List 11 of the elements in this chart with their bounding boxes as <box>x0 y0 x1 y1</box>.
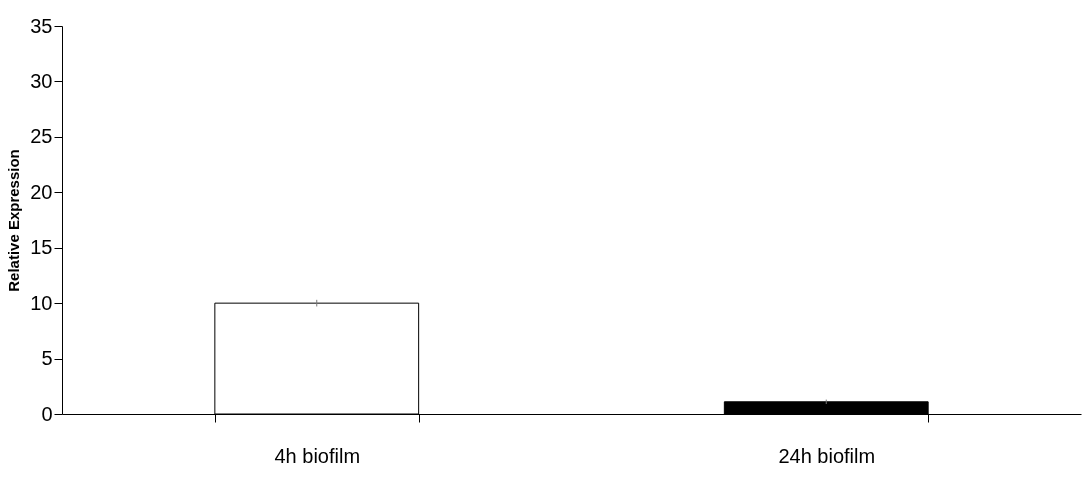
y-tick-label: 20 <box>30 180 53 203</box>
y-axis-title: Relative Expression <box>5 149 23 292</box>
y-tick-label: 25 <box>30 125 53 148</box>
x-tick-label: 4h biofilm <box>274 444 361 467</box>
y-tick-label: 30 <box>30 69 53 92</box>
y-tick-label: 15 <box>30 236 53 259</box>
y-tick-label: 35 <box>30 14 53 37</box>
y-tick-label: 10 <box>30 291 53 314</box>
x-tick-label: 24h biofilm <box>778 444 876 467</box>
y-tick-label: 5 <box>41 347 53 370</box>
y-tick-label: 0 <box>41 402 53 425</box>
